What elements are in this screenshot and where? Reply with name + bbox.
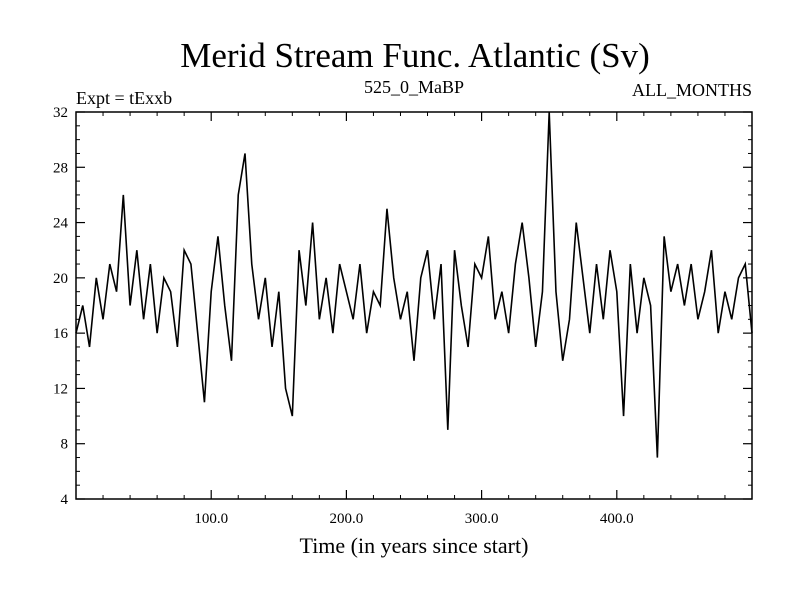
series-line — [75, 111, 753, 458]
x-axis-label: Time (in years since start) — [300, 533, 529, 558]
y-tick-label: 8 — [61, 437, 69, 453]
x-tick-label: 400.0 — [600, 511, 634, 527]
subtitle-right: ALL_MONTHS — [632, 80, 752, 100]
x-tick-label: 200.0 — [330, 511, 364, 527]
x-tick-label: 300.0 — [465, 511, 499, 527]
chart-title: Merid Stream Func. Atlantic (Sv) — [180, 36, 650, 75]
subtitle-center: 525_0_MaBP — [364, 77, 464, 97]
y-tick-label: 4 — [61, 492, 69, 508]
y-tick-label: 32 — [53, 105, 68, 121]
x-tick-label: 100.0 — [194, 511, 228, 527]
y-tick-label: 24 — [53, 216, 69, 232]
subtitle-left: Expt = tExxb — [76, 88, 172, 108]
ticks: 4 8 12 16 20 24 28 32 100.0 200.0 300.0 400.0 — [53, 105, 752, 527]
y-tick-label: 12 — [53, 381, 68, 397]
series — [75, 111, 753, 458]
y-tick-label: 16 — [53, 326, 69, 342]
plot-frame — [75, 111, 753, 500]
y-tick-label: 28 — [53, 160, 68, 176]
y-tick-label: 20 — [53, 271, 68, 287]
